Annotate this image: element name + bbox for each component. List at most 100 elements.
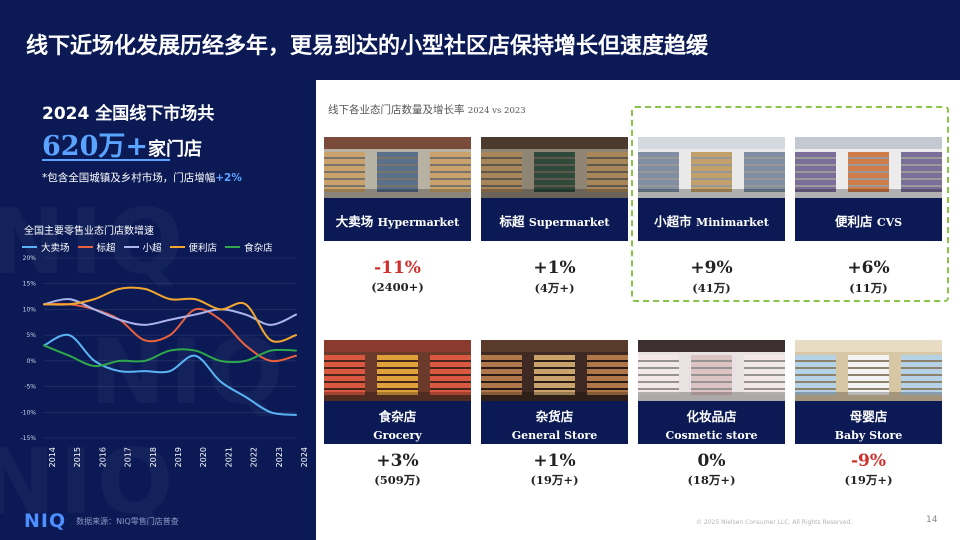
x-tick-label: 2019 [174,447,183,467]
format-label: 母婴店 Baby Store [795,406,942,447]
photo-shelf [533,354,576,395]
growth-rate: +1% [533,451,576,471]
photo-shelf [376,151,419,192]
photo-shelf [638,354,680,395]
series-line [43,286,297,343]
photo-ceiling [324,340,471,353]
photo-shelf [429,151,471,192]
x-tick-label: 2024 [300,447,309,467]
photo-floor [481,189,628,198]
niq-logo: NIQ [24,510,67,532]
left-panel: NIQ NIQ NIQ [0,0,316,540]
format-card: 便利店 CVS [795,137,942,241]
page-number: 14 [926,515,938,525]
format-card: 母婴店 Baby Store [795,340,942,444]
format-name-cn: 化妆品店 [686,409,737,424]
line-chart: 20% 15% 10% 5% 0% -5% -10% -15% 2014 2015 2016 2017… [20,255,309,467]
legend-swatch [22,246,37,248]
footer: NIQ 数据来源：NIQ零售门店普查 [24,510,179,532]
photo-floor [324,392,471,401]
legend-swatch [225,246,241,248]
photo-ceiling [795,340,942,353]
photo-ceiling [638,340,785,353]
store-photo [324,340,471,401]
format-label: 便利店 CVS [795,211,942,230]
store-count-label: (509万) [374,473,421,487]
format-name-cn: 大卖场 [335,214,374,229]
x-tick-label: 2016 [98,447,107,467]
series-line [43,298,297,326]
photo-shelf [586,151,628,192]
photo-shelf [429,354,471,395]
format-name-cn: 便利店 [834,214,873,229]
store-count: 620万 [42,131,126,162]
series-line [43,344,297,368]
format-label: 化妆品店 Cosmetic store [638,406,785,447]
x-tick-label: 2017 [124,447,133,467]
legend-item: 食杂店 [225,240,273,254]
series-line [43,302,297,363]
photo-shelf [690,151,733,192]
growth-rate: +9% [690,258,733,278]
format-name-en: Minimarket [696,216,769,229]
x-tick-label: 2014 [48,447,57,467]
growth-rate: -9% [850,451,887,471]
photo-shelf [324,354,366,395]
store-photo [324,137,471,198]
y-tick-label: 20% [23,255,37,262]
format-label: 食杂店 Grocery [324,406,471,447]
format-name-cn: 小超市 [654,214,692,229]
format-name-en: Hypermarket [377,216,460,229]
growth-rate: +6% [847,258,890,278]
growth-rate: -11% [374,258,421,278]
store-photo [481,340,628,401]
photo-ceiling [638,137,785,150]
footnote-text: *包含全国城镇及乡村市场，门店增幅 [42,172,216,184]
x-tick-label: 2020 [199,447,208,467]
series-line [43,333,297,416]
legend-label: 小超 [142,243,162,254]
legend-swatch [77,246,93,248]
data-source: 数据来源：NIQ零售门店普查 [76,516,179,526]
format-name-en: Supermarket [528,216,610,229]
store-photo [795,340,942,401]
photo-floor [795,189,942,198]
y-tick-label: 15% [23,281,37,288]
y-tick-label: -15% [20,435,36,442]
photo-floor [324,189,471,198]
photo-shelf [586,354,628,395]
legend-item: 小超 [123,240,162,254]
format-card: 小超市 Minimarket [638,137,785,241]
y-tick-label: -5% [24,384,36,391]
store-photo [795,137,942,198]
format-card: 杂货店 General Store [481,340,628,444]
format-name-cn: 食杂店 [378,409,417,424]
copyright: © 2025 Nielsen Consumer LLC. All Rights … [696,519,853,526]
format-name-en: Baby Store [834,429,903,442]
legend-label: 食杂店 [244,243,273,254]
legend-item: 便利店 [169,240,218,254]
y-tick-label: -10% [20,409,36,416]
format-name-en: CVS [876,216,903,229]
legend-swatch [169,246,185,248]
photo-ceiling [795,137,942,150]
photo-shelf [795,151,837,192]
photo-ceiling [324,137,471,150]
footnote: *包含全国城镇及乡村市场，门店增幅+2% [42,170,242,185]
store-unit: 家门店 [148,139,202,160]
legend-label: 便利店 [188,243,218,254]
legend-item: 大卖场 [22,240,70,254]
format-name-en: Cosmetic store [665,429,758,442]
store-count-label: (19万+) [844,473,893,487]
format-label: 大卖场 Hypermarket [324,211,471,230]
x-tick-label: 2023 [275,447,284,467]
panel-title-text: 线下各业态门店数量及增长率 [328,104,465,116]
photo-shelf [481,151,523,192]
plus-sign: + [125,131,148,162]
photo-ceiling [481,340,628,353]
photo-shelf [900,151,942,192]
summary-line: 2024 全国线下市场共 [42,104,215,124]
growth-rate: +3% [376,451,419,471]
format-name-cn: 杂货店 [535,409,574,424]
format-label: 标超 Supermarket [481,211,628,230]
